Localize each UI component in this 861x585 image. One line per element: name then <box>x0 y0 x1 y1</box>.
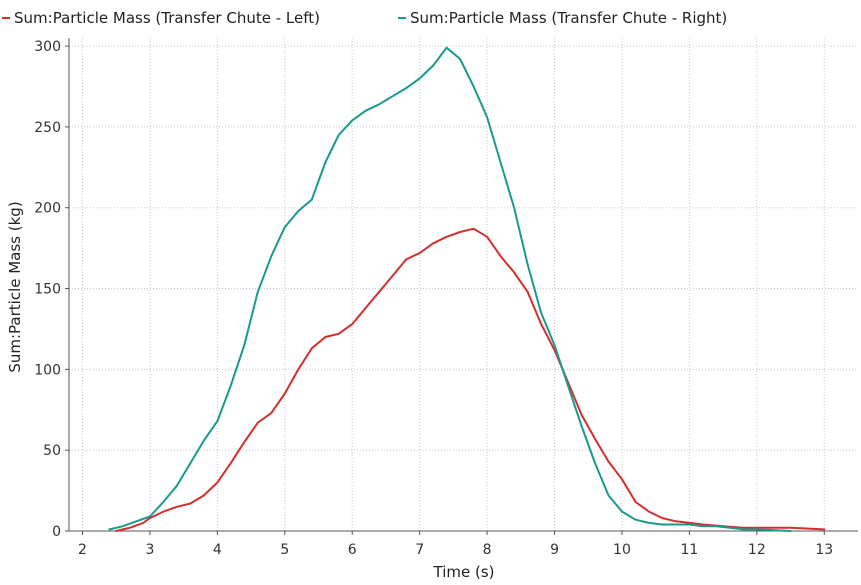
y-tick-label: 100 <box>34 362 61 378</box>
x-tick-label: 13 <box>815 542 833 558</box>
x-tick-label: 3 <box>145 542 154 558</box>
x-tick-label: 11 <box>680 542 698 558</box>
y-tick-label: 150 <box>34 282 61 298</box>
y-tick-label: 0 <box>52 524 61 540</box>
x-tick-label: 5 <box>280 542 289 558</box>
y-axis-label: Sum:Particle Mass (kg) <box>6 201 24 372</box>
x-axis-label: Time (s) <box>433 563 495 581</box>
legend-label-left: Sum:Particle Mass (Transfer Chute - Left… <box>14 9 320 27</box>
x-tick-label: 7 <box>415 542 424 558</box>
x-tick-label: 8 <box>483 542 492 558</box>
x-tick-label: 6 <box>348 542 357 558</box>
series-lines <box>108 46 826 532</box>
x-tick-label: 12 <box>748 542 766 558</box>
series-line-right <box>108 46 792 532</box>
y-tick-label: 250 <box>34 120 61 136</box>
y-tick-label: 50 <box>43 443 61 459</box>
x-tick-label: 2 <box>78 542 87 558</box>
x-tick-label: 4 <box>213 542 222 558</box>
legend-label-right: Sum:Particle Mass (Transfer Chute - Righ… <box>410 9 727 27</box>
x-tick-label: 10 <box>613 542 631 558</box>
y-tick-label: 300 <box>34 39 61 55</box>
axes: 2 3 4 5 6 7 8 9 10 11 12 13 0 50 100 150 200 250 300 <box>34 38 858 558</box>
y-tick-label: 200 <box>34 201 61 217</box>
series-line-left <box>115 227 826 532</box>
gridlines <box>69 38 858 532</box>
legend: Sum:Particle Mass (Transfer Chute - Left… <box>2 9 727 27</box>
x-tick-label: 9 <box>550 542 559 558</box>
